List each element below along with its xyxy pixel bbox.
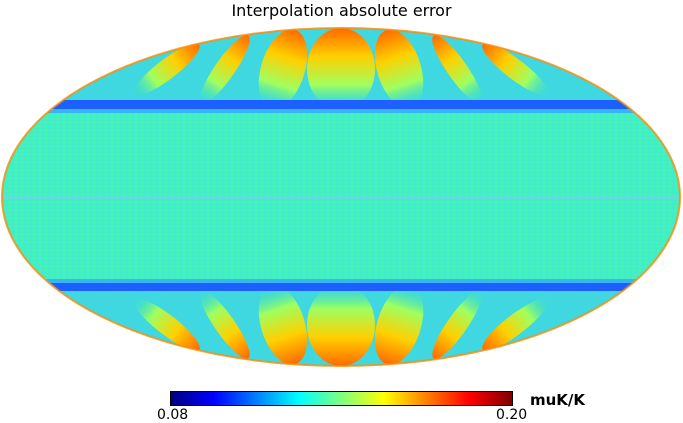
colorbar-gradient <box>170 391 513 406</box>
north-lobe-2 <box>258 29 308 109</box>
north-dark-band <box>2 100 680 109</box>
south-lobe-4 <box>374 285 424 365</box>
mollweide-map <box>1 27 681 367</box>
north-lobe-3 <box>307 28 375 110</box>
colorbar-max-label: 0.20 <box>496 407 528 423</box>
north-lobe-5 <box>432 35 483 104</box>
colorbar-min-label: 0.08 <box>157 407 189 423</box>
equator-line <box>2 195 680 199</box>
south-lobe-2 <box>258 285 308 365</box>
colorbar-unit: muK/K <box>530 391 586 409</box>
south-lobe-1 <box>199 290 250 359</box>
south-lobe-6 <box>482 298 549 351</box>
north-lobe-4 <box>374 29 424 109</box>
north-lobe-0 <box>133 43 200 96</box>
north-band-edge <box>2 109 680 113</box>
map-rim <box>1 27 681 367</box>
south-lobe-5 <box>432 290 483 359</box>
colorbar <box>170 391 513 406</box>
south-lobe-3 <box>307 284 375 366</box>
chart-title: Interpolation absolute error <box>231 1 452 20</box>
north-lobe-6 <box>482 43 549 96</box>
north-lobe-1 <box>199 35 250 104</box>
south-lobe-0 <box>133 298 200 351</box>
south-dark-band <box>2 283 680 291</box>
south-band-edge <box>2 279 680 283</box>
